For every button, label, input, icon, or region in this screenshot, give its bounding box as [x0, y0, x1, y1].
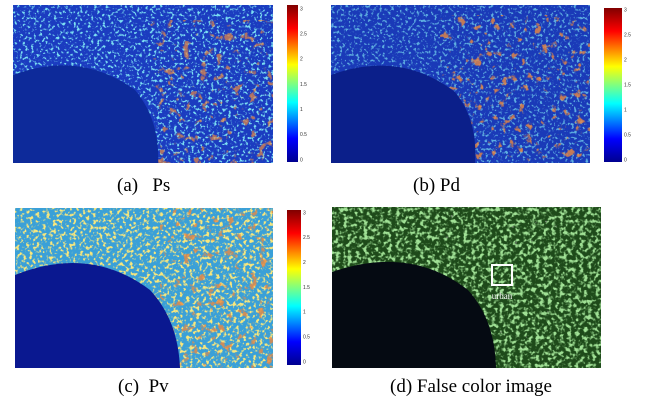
colorbar — [287, 210, 301, 365]
colorbar — [287, 5, 298, 162]
colorbar-tick-label: 3 — [300, 6, 303, 12]
colorbar-tick-label: 0 — [300, 157, 303, 163]
colorbar-tick-label: 1.5 — [300, 82, 307, 88]
colorbar-ticks: 0 0.5 1 1.5 2 2.5 3 — [624, 7, 631, 163]
colorbar-tick-label: 3 — [624, 7, 627, 13]
urban-box — [491, 264, 513, 286]
caption: (b) Pd — [413, 175, 460, 196]
caption: (d) False color image — [390, 376, 552, 397]
colorbar-tick-label: 1.5 — [624, 82, 631, 88]
colorbar-ticks: 0 0.5 1 1.5 2 2.5 3 — [300, 6, 307, 163]
colorbar-tick-label: 3 — [303, 210, 306, 216]
caption: (a) Ps — [117, 175, 171, 196]
colorbar-ticks: 0 0.5 1 1.5 2 2.5 3 — [303, 210, 310, 365]
image-false-color: urban — [332, 207, 601, 368]
colorbar-tick-label: 2.5 — [624, 32, 631, 38]
colorbar-tick-label: 1 — [300, 107, 303, 113]
colorbar-tick-label: 2 — [624, 57, 627, 63]
image-ps — [13, 5, 273, 163]
colorbar-tick-label: 1 — [624, 107, 627, 113]
image-pd — [331, 5, 590, 163]
colorbar-tick-label: 2 — [300, 57, 303, 63]
colorbar-tick-label: 2.5 — [300, 31, 307, 37]
colorbar-tick-label: 0.5 — [303, 334, 310, 340]
colorbar-tick-label: 2 — [303, 260, 306, 266]
colorbar-tick-label: 0.5 — [624, 132, 631, 138]
colorbar-tick-label: 0.5 — [300, 132, 307, 138]
caption: (c) Pv — [118, 376, 169, 397]
image-pv — [15, 208, 273, 368]
colorbar-tick-label: 0 — [303, 359, 306, 365]
colorbar — [604, 8, 622, 162]
colorbar-tick-label: 2.5 — [303, 235, 310, 241]
colorbar-tick-label: 1 — [303, 310, 306, 316]
colorbar-tick-label: 1.5 — [303, 285, 310, 291]
colorbar-tick-label: 0 — [624, 157, 627, 163]
annotation: urban — [492, 291, 513, 301]
